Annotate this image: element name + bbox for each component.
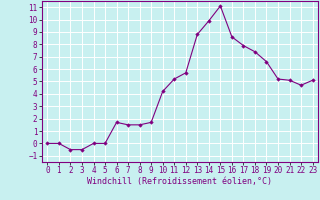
- X-axis label: Windchill (Refroidissement éolien,°C): Windchill (Refroidissement éolien,°C): [87, 177, 273, 186]
